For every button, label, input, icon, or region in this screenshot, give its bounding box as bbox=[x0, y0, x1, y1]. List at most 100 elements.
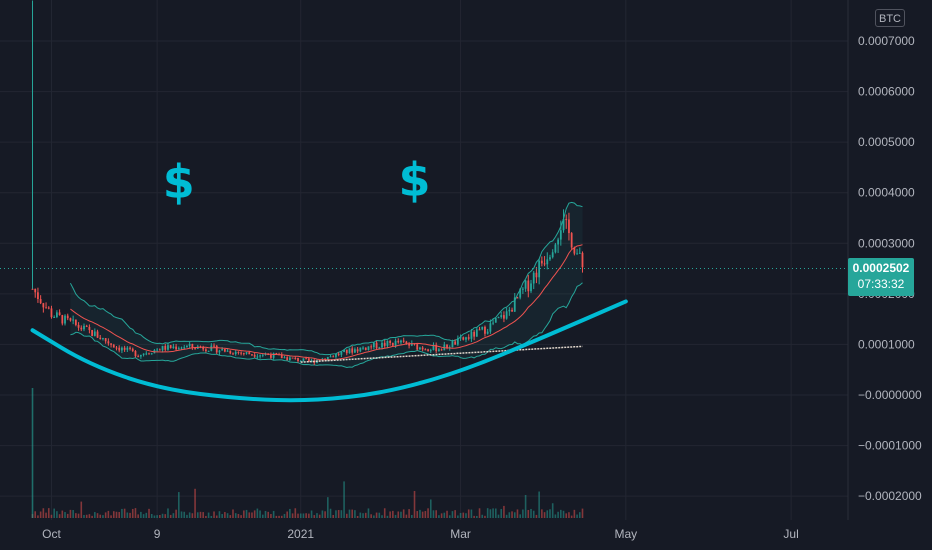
candle-body bbox=[359, 347, 362, 352]
volume-bar bbox=[39, 511, 42, 518]
candle-body bbox=[137, 356, 140, 358]
volume-bar bbox=[194, 488, 196, 518]
candle-body bbox=[202, 347, 205, 350]
candle-body bbox=[530, 283, 532, 292]
candle-body bbox=[291, 357, 294, 359]
candle-body bbox=[459, 337, 462, 339]
volume-bar bbox=[167, 508, 169, 518]
x-tick-label: 9 bbox=[154, 527, 161, 541]
volume-bar bbox=[94, 512, 96, 518]
volume-bar bbox=[96, 513, 99, 518]
candle-body bbox=[473, 331, 476, 337]
candle-body bbox=[53, 317, 56, 319]
candle-body bbox=[345, 349, 348, 354]
volume-bar bbox=[565, 513, 568, 518]
volume-bar bbox=[240, 515, 242, 518]
candle-body bbox=[364, 347, 367, 350]
candle-body bbox=[64, 315, 66, 324]
candle-body bbox=[302, 358, 305, 361]
current-price-value: 0.0002502 bbox=[852, 261, 910, 275]
candle-body bbox=[551, 252, 554, 258]
candle-body bbox=[186, 345, 188, 348]
candle-body bbox=[378, 347, 381, 349]
rounded-bottom-curve bbox=[30, 299, 628, 403]
volume-bar bbox=[337, 509, 340, 518]
candle-body bbox=[45, 307, 47, 309]
volume-bar bbox=[467, 509, 470, 518]
candle-body bbox=[232, 353, 234, 355]
candle-body bbox=[446, 344, 448, 348]
candle-body bbox=[500, 315, 503, 318]
candle-body bbox=[61, 315, 64, 324]
candle-body bbox=[427, 349, 429, 351]
candle-body bbox=[535, 272, 538, 278]
candle-body bbox=[405, 341, 408, 344]
volume-bar bbox=[161, 513, 164, 518]
candle-body bbox=[96, 331, 99, 338]
candle-body bbox=[107, 341, 110, 344]
volume-bar bbox=[524, 494, 527, 518]
volume-bar bbox=[75, 513, 77, 518]
candle-body bbox=[80, 327, 83, 330]
candle-body bbox=[134, 350, 137, 357]
candle-body bbox=[177, 348, 180, 350]
y-tick-label: 0.0004000 bbox=[858, 186, 915, 200]
candle-body bbox=[297, 358, 299, 362]
candle-body bbox=[348, 348, 351, 354]
volume-bar bbox=[234, 513, 237, 518]
volume-bar bbox=[383, 508, 386, 518]
volume-bar bbox=[543, 512, 546, 518]
candle-body bbox=[397, 340, 400, 343]
volume-bar bbox=[494, 508, 497, 518]
volume-bar bbox=[505, 514, 508, 518]
volume-bar bbox=[476, 515, 478, 518]
candle-body bbox=[519, 288, 522, 298]
x-tick-label: Oct bbox=[42, 527, 61, 541]
candle-body bbox=[408, 343, 410, 346]
bollinger-band bbox=[69, 201, 583, 369]
candlesticks[interactable] bbox=[31, 0, 584, 366]
volume-bar bbox=[427, 508, 429, 518]
currency-badge[interactable]: BTC bbox=[875, 9, 905, 27]
volume-bar bbox=[53, 508, 55, 518]
candle-body bbox=[91, 330, 94, 336]
candle-body bbox=[524, 280, 527, 289]
candle-body bbox=[240, 352, 243, 354]
candle-body bbox=[145, 353, 148, 355]
candle-body bbox=[467, 337, 470, 339]
volume-bar bbox=[343, 481, 345, 518]
volume-bar bbox=[47, 508, 50, 518]
candle-body bbox=[508, 309, 511, 312]
volume-bar bbox=[142, 514, 145, 518]
volume-bar bbox=[424, 511, 427, 518]
volume-bar bbox=[283, 513, 286, 518]
volume-bar bbox=[183, 511, 186, 518]
candle-body bbox=[286, 357, 289, 361]
volume-bar bbox=[270, 514, 272, 518]
volume-histogram bbox=[31, 388, 584, 518]
candle-body bbox=[188, 343, 191, 346]
volume-bar bbox=[50, 514, 53, 518]
candle-body bbox=[126, 347, 129, 350]
candle-body bbox=[424, 349, 427, 351]
volume-bar bbox=[153, 515, 156, 518]
volume-bar bbox=[454, 510, 456, 518]
candle-body bbox=[248, 352, 251, 355]
volume-bar bbox=[272, 510, 275, 518]
volume-bar bbox=[327, 497, 329, 518]
volume-bar bbox=[148, 508, 150, 518]
volume-bar bbox=[576, 514, 578, 518]
volume-bar bbox=[64, 512, 66, 518]
candle-body bbox=[372, 342, 375, 348]
time-axis[interactable]: Oct 9 2021 Mar May Jul bbox=[42, 527, 799, 541]
volume-bar bbox=[186, 514, 188, 518]
volume-bar bbox=[310, 510, 313, 518]
volume-bar bbox=[321, 510, 324, 518]
candle-body bbox=[410, 343, 413, 346]
volume-bar bbox=[364, 512, 367, 518]
candle-body bbox=[283, 357, 286, 359]
volume-bar bbox=[305, 513, 307, 518]
candle-body bbox=[419, 347, 421, 350]
candle-body bbox=[194, 347, 196, 349]
